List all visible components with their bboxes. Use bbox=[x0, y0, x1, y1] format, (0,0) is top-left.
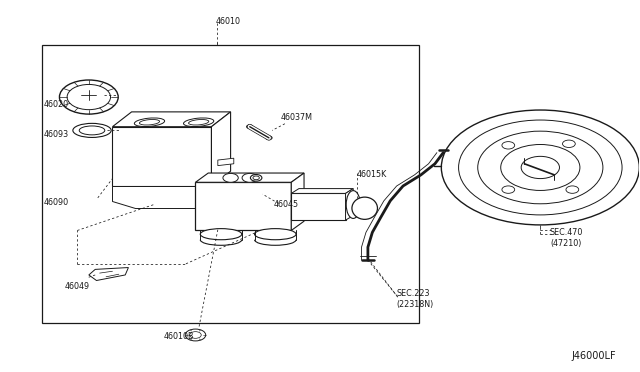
Text: 46093: 46093 bbox=[44, 129, 69, 139]
Text: 46015K: 46015K bbox=[357, 170, 387, 179]
Circle shape bbox=[242, 173, 257, 182]
Text: SEC.223
(22318N): SEC.223 (22318N) bbox=[397, 289, 434, 309]
Circle shape bbox=[266, 136, 272, 140]
Bar bbox=[42, 45, 419, 323]
Ellipse shape bbox=[79, 126, 105, 135]
Polygon shape bbox=[291, 193, 346, 220]
Ellipse shape bbox=[346, 190, 360, 218]
Circle shape bbox=[223, 173, 238, 182]
Circle shape bbox=[502, 186, 515, 193]
Circle shape bbox=[60, 80, 118, 114]
Text: 46049: 46049 bbox=[65, 282, 90, 291]
Circle shape bbox=[189, 332, 201, 338]
Text: 46010B: 46010B bbox=[164, 331, 194, 341]
Ellipse shape bbox=[140, 119, 159, 125]
Ellipse shape bbox=[134, 118, 164, 126]
Text: 46090: 46090 bbox=[44, 198, 69, 207]
Circle shape bbox=[563, 140, 575, 147]
Circle shape bbox=[502, 142, 515, 149]
Polygon shape bbox=[218, 158, 234, 166]
Ellipse shape bbox=[189, 119, 209, 125]
Circle shape bbox=[566, 186, 579, 193]
Text: SEC.470
(47210): SEC.470 (47210) bbox=[550, 228, 583, 248]
Circle shape bbox=[477, 131, 603, 204]
Ellipse shape bbox=[255, 229, 296, 240]
Text: 46020: 46020 bbox=[44, 100, 69, 109]
Text: 46010: 46010 bbox=[216, 17, 241, 26]
Ellipse shape bbox=[200, 229, 242, 240]
Polygon shape bbox=[211, 112, 230, 186]
Text: J46000LF: J46000LF bbox=[571, 351, 616, 361]
Ellipse shape bbox=[250, 174, 262, 181]
Polygon shape bbox=[346, 189, 353, 220]
Polygon shape bbox=[291, 189, 353, 193]
Ellipse shape bbox=[253, 176, 259, 180]
Text: 46045: 46045 bbox=[274, 200, 299, 209]
Polygon shape bbox=[113, 112, 230, 127]
Text: 46037M: 46037M bbox=[280, 113, 312, 122]
Polygon shape bbox=[89, 267, 129, 280]
Polygon shape bbox=[113, 127, 211, 186]
Circle shape bbox=[500, 144, 580, 190]
Ellipse shape bbox=[352, 197, 378, 219]
Circle shape bbox=[185, 329, 205, 341]
Ellipse shape bbox=[184, 118, 214, 126]
Polygon shape bbox=[291, 173, 304, 231]
Circle shape bbox=[246, 125, 253, 129]
Polygon shape bbox=[195, 182, 291, 231]
Circle shape bbox=[442, 110, 639, 225]
Circle shape bbox=[459, 120, 622, 215]
Circle shape bbox=[67, 84, 111, 110]
Circle shape bbox=[521, 156, 559, 179]
Ellipse shape bbox=[73, 124, 111, 137]
Polygon shape bbox=[195, 173, 304, 182]
Polygon shape bbox=[113, 186, 211, 208]
